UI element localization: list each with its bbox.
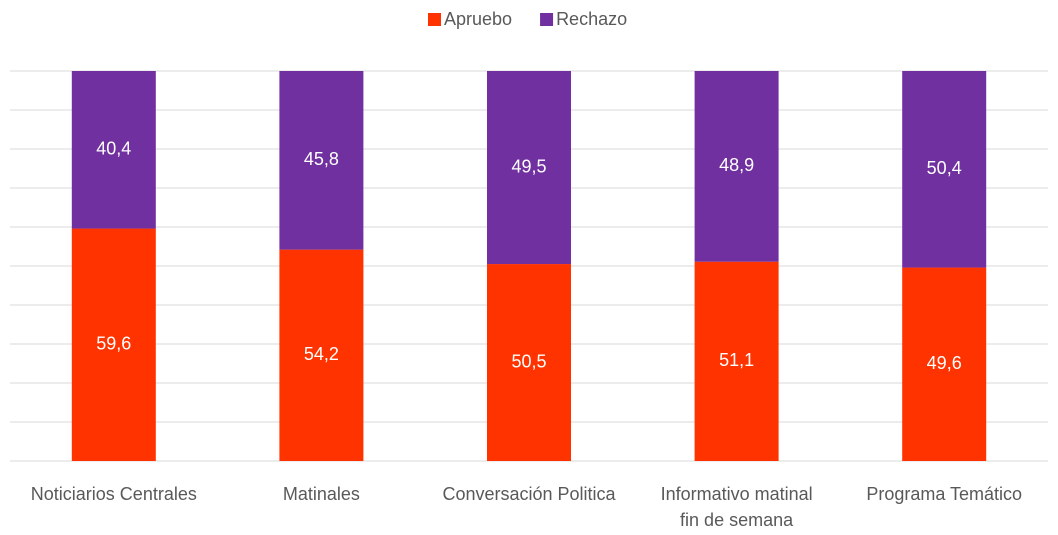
bar-segment bbox=[694, 71, 779, 262]
data-label: 50,5 bbox=[511, 351, 546, 371]
data-label: 45,8 bbox=[304, 149, 339, 169]
data-label: 51,1 bbox=[719, 350, 754, 370]
data-label: 50,4 bbox=[927, 158, 962, 178]
bar-segment bbox=[902, 267, 987, 461]
data-label: 48,9 bbox=[719, 155, 754, 175]
bar-segment bbox=[71, 228, 156, 461]
data-label: 54,2 bbox=[304, 344, 339, 364]
legend-swatch bbox=[428, 13, 441, 26]
x-tick-label: Matinales bbox=[282, 484, 360, 504]
x-tick-label: Conversación Politica bbox=[442, 484, 616, 504]
bar-segment bbox=[902, 71, 987, 268]
data-label: 40,4 bbox=[96, 139, 131, 159]
x-tick-label: Noticiarios Centrales bbox=[30, 484, 197, 504]
data-label: 49,6 bbox=[927, 353, 962, 373]
legend-label: Rechazo bbox=[556, 9, 627, 29]
legend-swatch bbox=[540, 13, 554, 26]
x-tick-label: Programa Temático bbox=[866, 484, 1023, 504]
data-label: 49,5 bbox=[511, 156, 546, 176]
bar-segment bbox=[71, 71, 156, 229]
bar-segment bbox=[279, 249, 364, 461]
bar-segment bbox=[694, 261, 779, 461]
bar-segment bbox=[487, 71, 571, 265]
bar-segment bbox=[279, 71, 364, 250]
data-label: 59,6 bbox=[96, 334, 131, 354]
bar-segment bbox=[487, 264, 571, 461]
legend-label: Apruebo bbox=[444, 9, 512, 29]
x-tick-label: Informativo matinal fin de semana bbox=[660, 484, 813, 530]
